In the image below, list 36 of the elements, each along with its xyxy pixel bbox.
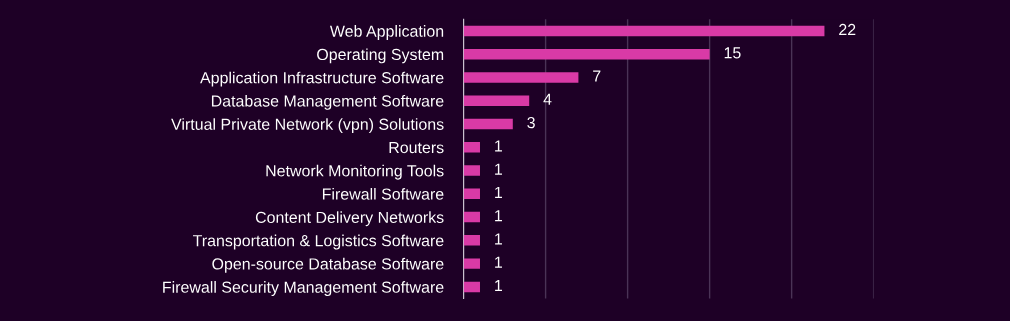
y-tick-label: Firewall Security Management Software <box>163 281 444 296</box>
data-label: 22 <box>839 23 856 36</box>
y-tick-label: Content Delivery Networks <box>255 211 444 227</box>
bar <box>463 211 480 223</box>
data-label: 1 <box>495 186 502 198</box>
bar <box>463 188 480 200</box>
data-label: 15 <box>724 47 741 59</box>
y-tick-label: Firewall Software <box>322 188 444 200</box>
y-tick-label: Web Application <box>329 25 444 40</box>
y-tick-label: Operating System <box>317 48 444 64</box>
data-label: 1 <box>495 140 502 152</box>
data-label: 1 <box>495 256 502 268</box>
data-label: 3 <box>527 116 535 129</box>
data-label: 1 <box>495 210 502 222</box>
y-tick-label: Open-source Database Software <box>212 257 444 273</box>
bar <box>463 142 480 153</box>
y-tick-label: Application Infrastructure Software <box>200 71 444 87</box>
bar <box>463 258 480 269</box>
data-label: 1 <box>495 280 502 292</box>
bar <box>463 25 825 37</box>
bar <box>463 95 530 106</box>
bar <box>463 281 480 293</box>
bar <box>463 118 513 130</box>
y-tick-label: Virtual Private Network (vpn) Solutions <box>171 118 444 134</box>
y-tick-label: Routers <box>389 142 444 154</box>
bar <box>463 165 480 176</box>
bar <box>463 235 480 246</box>
bar <box>463 72 579 83</box>
y-tick-label: Network Monitoring Tools <box>266 164 444 180</box>
bar <box>463 48 710 60</box>
data-label: 1 <box>495 233 502 245</box>
y-tick-label: Transportation & Logistics Software <box>192 234 444 250</box>
data-label: 4 <box>543 93 552 105</box>
data-label: 1 <box>495 163 502 175</box>
y-tick-label: Database Management Software <box>211 94 444 110</box>
data-label: 7 <box>593 70 601 82</box>
